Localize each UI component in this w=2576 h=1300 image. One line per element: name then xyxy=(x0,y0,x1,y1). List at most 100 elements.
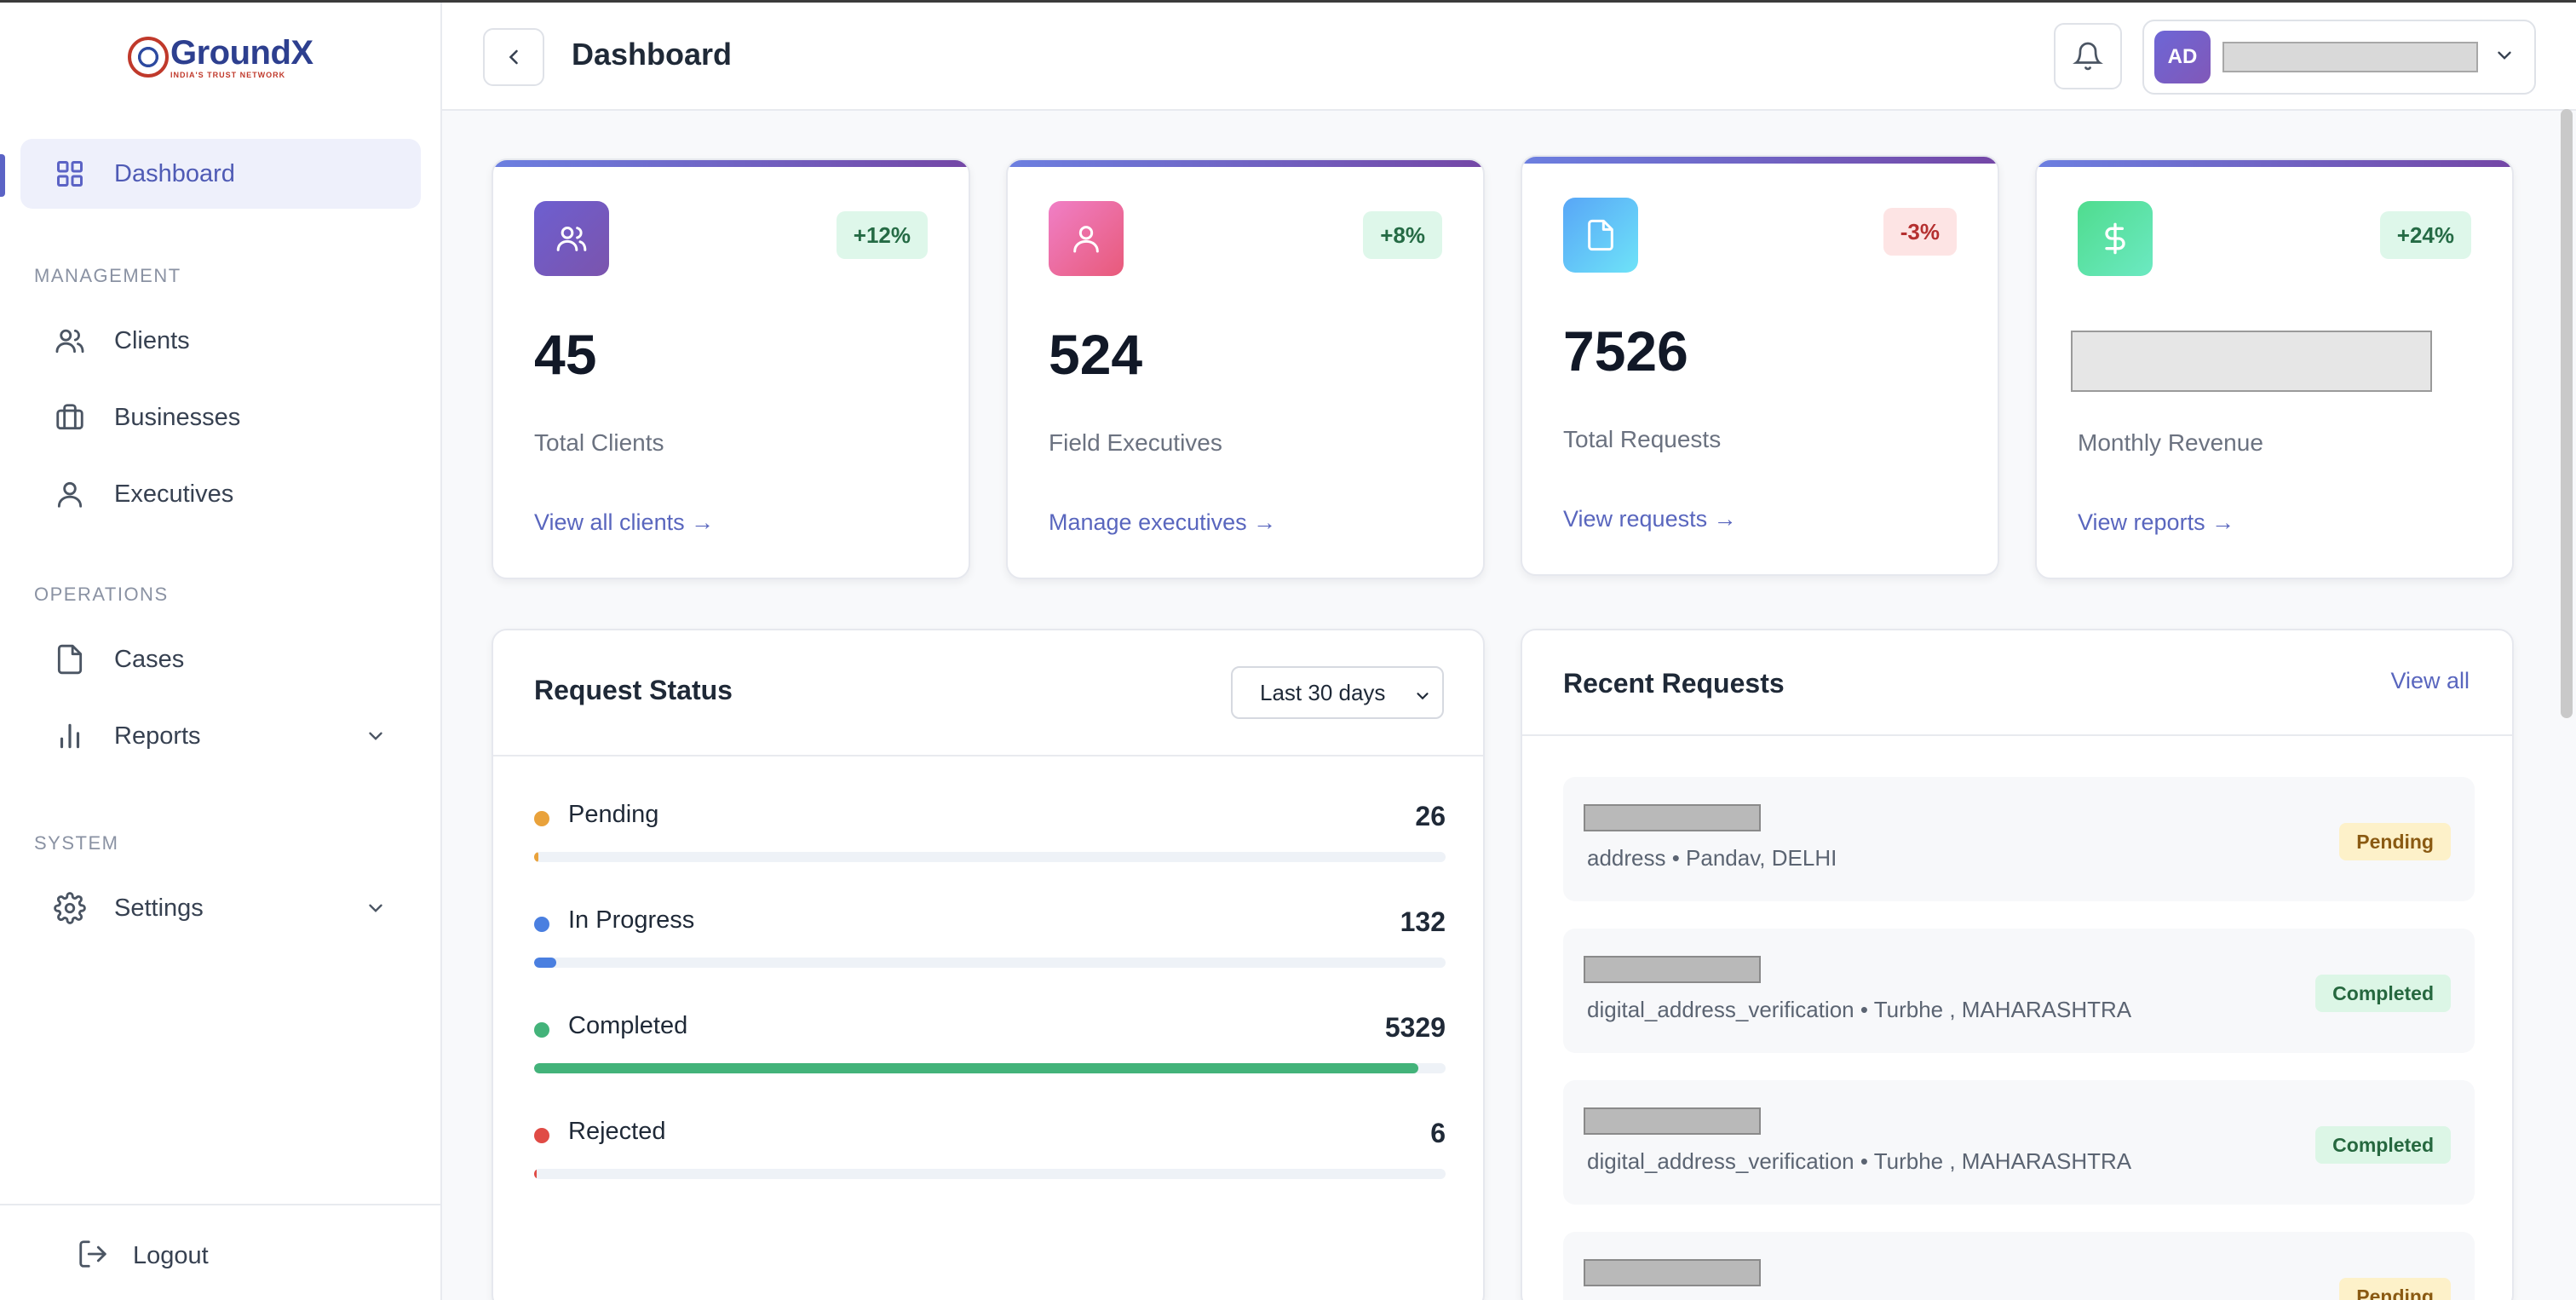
logout-label: Logout xyxy=(133,1242,209,1269)
redacted-request-name xyxy=(1584,1107,1761,1135)
status-count: 5329 xyxy=(1384,1012,1446,1043)
chevron-left-icon xyxy=(509,49,518,65)
panel-title: Request Status xyxy=(534,675,733,705)
brand-tagline: INDIA'S TRUST NETWORK xyxy=(170,70,286,79)
chevron-down-icon xyxy=(2493,44,2516,71)
bar-chart-icon xyxy=(51,717,89,755)
file-icon xyxy=(51,641,89,678)
stat-card-clients: +12% 45 Total Clients View all clients → xyxy=(492,158,970,579)
sidebar-item-label: Clients xyxy=(114,326,190,354)
status-progress-fill xyxy=(534,1063,1418,1073)
sidebar-item-cases[interactable]: Cases xyxy=(20,624,421,694)
user-icon xyxy=(51,475,89,513)
file-icon xyxy=(1563,198,1638,273)
change-badge: +24% xyxy=(2379,211,2471,259)
logout-icon xyxy=(77,1238,109,1274)
view-all-link[interactable]: View all xyxy=(2390,668,2470,693)
sidebar-item-businesses[interactable]: Businesses xyxy=(20,383,421,452)
sidebar-item-label: Reports xyxy=(114,722,201,750)
active-indicator xyxy=(0,154,5,197)
user-menu-button[interactable]: AD xyxy=(2142,20,2536,95)
back-button[interactable] xyxy=(483,28,544,86)
view-all-clients-link[interactable]: View all clients → xyxy=(534,509,715,535)
page-scrollbar[interactable] xyxy=(2561,109,2573,718)
section-label-operations: OPERATIONS xyxy=(34,584,169,605)
avatar: AD xyxy=(2154,31,2211,83)
sidebar-item-label: Businesses xyxy=(114,403,241,431)
date-range-value: Last 30 days xyxy=(1260,679,1386,705)
sidebar-item-label: Cases xyxy=(114,645,185,673)
user-icon xyxy=(1049,201,1124,276)
sidebar-item-executives[interactable]: Executives xyxy=(20,459,421,529)
stat-card-requests: -3% 7526 Total Requests View requests → xyxy=(1521,155,1999,576)
redacted-request-name xyxy=(1584,956,1761,983)
page-title: Dashboard xyxy=(572,37,733,72)
status-progress-track xyxy=(534,958,1446,968)
status-badge: Pending xyxy=(2339,1278,2451,1300)
stat-label: Total Clients xyxy=(534,429,664,456)
stat-card-executives: +8% 524 Field Executives Manage executiv… xyxy=(1006,158,1485,579)
change-badge: +12% xyxy=(836,211,928,259)
request-detail: address • Pandav, DELHI xyxy=(1587,845,1837,871)
notifications-button[interactable] xyxy=(2054,23,2122,89)
manage-executives-link[interactable]: Manage executives → xyxy=(1049,509,1277,535)
view-reports-link[interactable]: View reports → xyxy=(2078,509,2235,535)
top-header: Dashboard AD xyxy=(442,3,2576,111)
status-name: In Progress xyxy=(568,906,695,934)
request-list-item[interactable]: Pending xyxy=(1563,1232,2475,1300)
status-dot xyxy=(534,1022,549,1038)
sidebar-item-label: Dashboard xyxy=(114,159,235,187)
section-label-system: SYSTEM xyxy=(34,832,119,854)
sidebar-item-label: Settings xyxy=(114,894,204,922)
logout-button[interactable]: Logout xyxy=(77,1238,209,1274)
redacted-username xyxy=(2222,42,2478,72)
chevron-down-icon[interactable] xyxy=(365,725,387,751)
status-name: Rejected xyxy=(568,1118,666,1145)
status-progress-fill xyxy=(534,1169,538,1179)
status-progress-track xyxy=(534,1169,1446,1179)
sidebar-item-label: Executives xyxy=(114,480,234,508)
change-badge: +8% xyxy=(1363,211,1442,259)
status-dot xyxy=(534,811,549,826)
status-count: 6 xyxy=(1430,1118,1446,1148)
section-label-management: MANAGEMENT xyxy=(34,265,181,286)
sidebar-item-settings[interactable]: Settings xyxy=(20,873,421,943)
chevron-down-icon[interactable] xyxy=(365,897,387,923)
window-top-edge xyxy=(0,0,2576,3)
recent-requests-panel: Recent Requests View all address • Panda… xyxy=(1521,629,2514,1300)
redacted-request-name xyxy=(1584,804,1761,831)
request-list-item[interactable]: digital_address_verification • Turbhe , … xyxy=(1563,929,2475,1053)
users-icon xyxy=(534,201,609,276)
status-name: Completed xyxy=(568,1012,688,1039)
sidebar-item-clients[interactable]: Clients xyxy=(20,306,421,376)
request-list-item[interactable]: digital_address_verification • Turbhe , … xyxy=(1563,1080,2475,1205)
bell-icon xyxy=(2073,42,2103,71)
status-progress-fill xyxy=(534,852,539,862)
sidebar-item-dashboard[interactable]: Dashboard xyxy=(20,139,421,209)
redacted-request-name xyxy=(1584,1259,1761,1286)
sidebar-divider xyxy=(0,1204,440,1205)
date-range-select[interactable]: Last 30 days xyxy=(1231,666,1444,719)
status-dot xyxy=(534,917,549,932)
view-requests-link[interactable]: View requests → xyxy=(1563,506,1737,532)
sidebar: GroundX INDIA'S TRUST NETWORK Dashboard … xyxy=(0,3,442,1300)
request-detail: digital_address_verification • Turbhe , … xyxy=(1587,1148,2132,1174)
dollar-icon xyxy=(2078,201,2153,276)
redacted-revenue-value xyxy=(2071,331,2432,392)
gear-icon xyxy=(51,889,89,927)
sidebar-item-reports[interactable]: Reports xyxy=(20,701,421,771)
status-progress-track xyxy=(534,852,1446,862)
status-progress-track xyxy=(534,1063,1446,1073)
briefcase-icon xyxy=(51,399,89,436)
grid-icon xyxy=(51,155,89,193)
stat-value: 524 xyxy=(1049,323,1143,386)
status-badge: Completed xyxy=(2315,975,2451,1012)
status-dot xyxy=(534,1128,549,1143)
users-icon xyxy=(51,322,89,360)
status-badge: Completed xyxy=(2315,1126,2451,1164)
stat-label: Monthly Revenue xyxy=(2078,429,2263,456)
request-status-panel: Request Status Last 30 days Pending 26 In … xyxy=(492,629,1485,1300)
panel-title: Recent Requests xyxy=(1563,668,1785,699)
request-list-item[interactable]: address • Pandav, DELHI Pending xyxy=(1563,777,2475,901)
brand-logo[interactable]: GroundX INDIA'S TRUST NETWORK xyxy=(128,33,313,81)
